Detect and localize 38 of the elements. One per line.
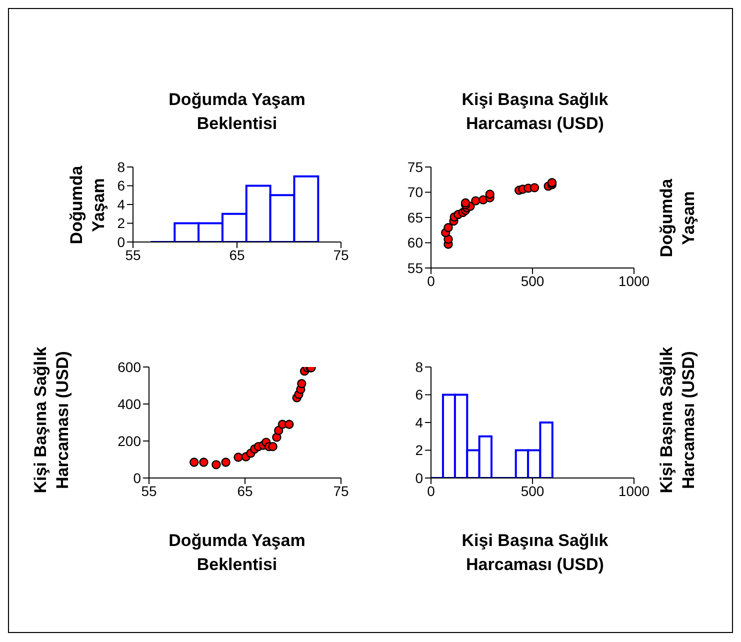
- x-tick-label: 75: [333, 482, 349, 499]
- chart-title: Doğumda Yaşam Beklentisi: [168, 89, 306, 135]
- y-tick-label: 65: [407, 209, 424, 226]
- y-tick-label: 6: [415, 386, 424, 403]
- y-tick-label: 60: [407, 234, 424, 251]
- y-tick-label: 55: [407, 260, 424, 276]
- chart-title: Kişi Başına Sağlık Harcaması (USD): [460, 89, 610, 135]
- y-tick-label: 6: [117, 178, 126, 194]
- x-tick-label: 1000: [618, 482, 650, 499]
- x-tick-label: 55: [141, 482, 157, 499]
- x-axis-title: Doğumda Yaşam Beklentisi: [168, 530, 306, 576]
- y-tick-label: 8: [117, 158, 126, 175]
- y-tick-label: 600: [118, 358, 142, 375]
- y-tick-label: 0: [117, 234, 126, 250]
- y-tick-label: 0: [133, 470, 142, 486]
- y-axis-title: Doğumda Yaşam: [656, 178, 699, 260]
- x-tick-label: 500: [520, 482, 544, 499]
- y-axis-title: Kişi Başına Sağlık Harcaması (USD): [30, 346, 73, 496]
- y-tick-label: 4: [117, 196, 126, 212]
- y-axis-title: Doğumda Yaşam: [66, 164, 109, 246]
- y-tick-label: 75: [407, 158, 424, 175]
- y-tick-label: 2: [117, 215, 126, 232]
- x-tick-label: 0: [427, 482, 436, 499]
- y-tick-label: 70: [407, 184, 424, 200]
- y-axis-title: Kişi Başına Sağlık Harcaması (USD): [656, 346, 699, 496]
- x-tick-label: 1000: [618, 272, 650, 289]
- x-axis-title: Kişi Başına Sağlık Harcaması (USD): [460, 530, 610, 576]
- x-tick-label: 75: [333, 246, 349, 263]
- y-tick-label: 2: [415, 442, 424, 458]
- y-tick-label: 4: [415, 414, 424, 430]
- x-tick-label: 65: [237, 482, 253, 499]
- x-tick-label: 0: [427, 272, 436, 289]
- x-tick-label: 65: [229, 246, 245, 263]
- y-tick-label: 400: [118, 396, 142, 412]
- x-tick-label: 500: [520, 272, 544, 289]
- y-tick-label: 8: [415, 358, 424, 375]
- y-tick-label: 0: [415, 470, 424, 486]
- y-tick-label: 200: [118, 432, 142, 449]
